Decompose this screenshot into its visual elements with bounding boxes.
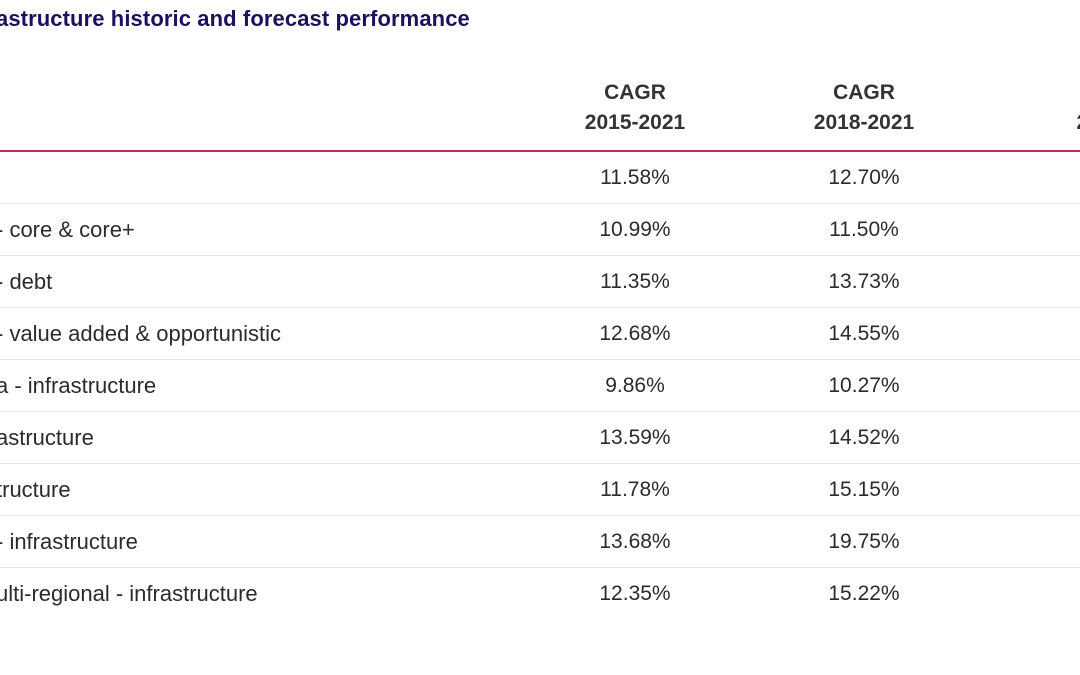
page-title: astructure historic and forecast perform… xyxy=(0,6,470,31)
row-label: astructure xyxy=(0,425,94,450)
row-label: - infrastructure xyxy=(0,529,138,554)
cell-value: 13.59% xyxy=(599,426,671,449)
column-header-line1: CAGR xyxy=(604,81,666,104)
table-row: astructure 13.59% 14.52% 1 xyxy=(0,412,1080,464)
column-header: C 202 xyxy=(1004,78,1080,138)
table-row: a - infrastructure 9.86% 10.27% 9 xyxy=(0,360,1080,412)
row-label: - value added & opportunistic xyxy=(0,321,281,346)
cell-value: 10.27% xyxy=(828,374,900,397)
cell-value: 15.22% xyxy=(828,582,900,605)
cell-value: 14.55% xyxy=(828,322,900,345)
column-header: CAGR 2015-2021 xyxy=(545,78,725,138)
cell-value: 1 xyxy=(1004,424,1080,452)
row-label: ulti-regional - infrastructure xyxy=(0,581,258,606)
table-row: - core & core+ 10.99% 11.50% 1( xyxy=(0,204,1080,256)
cell-value: 9.86% xyxy=(605,374,665,397)
cell-value: 14.52% xyxy=(828,426,900,449)
row-label: - debt xyxy=(0,269,53,294)
cell-value: 19.75% xyxy=(828,530,900,553)
column-header-line1: CAGR xyxy=(833,81,895,104)
cell-value: 13.68% xyxy=(599,530,671,553)
column-header-line2: 2018-2021 xyxy=(813,111,915,134)
table-row: ulti-regional - infrastructure 12.35% 15… xyxy=(0,568,1080,619)
cell-value: 1 xyxy=(1004,164,1080,192)
table-row: - debt 11.35% 13.73% 1 xyxy=(0,256,1080,308)
cell-value: 1 xyxy=(1004,320,1080,348)
row-label: a - infrastructure xyxy=(0,373,157,398)
cell-value: 1( xyxy=(1004,216,1080,244)
cell-value: 11.35% xyxy=(600,270,670,293)
column-header-line1: C xyxy=(1004,78,1080,108)
cell-value: 1 xyxy=(1004,268,1080,296)
cell-value: 10.99% xyxy=(599,218,671,241)
cell-value: 15.15% xyxy=(828,478,900,501)
table-row: 11.58% 12.70% 1 xyxy=(0,152,1080,204)
cell-value: 13.73% xyxy=(828,270,900,293)
cell-value: 12.68% xyxy=(599,322,671,345)
cell-value: 1 xyxy=(1004,528,1080,556)
cell-value: 11.58% xyxy=(600,166,670,189)
column-header-line2: 2015-2021 xyxy=(584,111,686,134)
table-row: - infrastructure 13.68% 19.75% 1 xyxy=(0,516,1080,568)
cell-value: 1 xyxy=(1004,580,1080,608)
cell-value: 12.70% xyxy=(828,166,900,189)
table-header: CAGR 2015-2021 CAGR 2018-2021 C 202 xyxy=(0,70,1080,152)
cell-value: 12.35% xyxy=(599,582,671,605)
cell-value: 9 xyxy=(1004,372,1080,400)
column-header-line2: 202 xyxy=(1004,108,1080,138)
cell-value: 1 xyxy=(1004,476,1080,504)
table-row: - value added & opportunistic 12.68% 14.… xyxy=(0,308,1080,360)
row-label: tructure xyxy=(0,477,71,502)
row-label: - core & core+ xyxy=(0,217,135,242)
cell-value: 11.50% xyxy=(829,218,899,241)
table-row: tructure 11.78% 15.15% 1 xyxy=(0,464,1080,516)
cell-value: 11.78% xyxy=(600,478,670,501)
column-header: CAGR 2018-2021 xyxy=(774,78,954,138)
performance-table: CAGR 2015-2021 CAGR 2018-2021 C 202 11.5… xyxy=(0,70,1080,619)
